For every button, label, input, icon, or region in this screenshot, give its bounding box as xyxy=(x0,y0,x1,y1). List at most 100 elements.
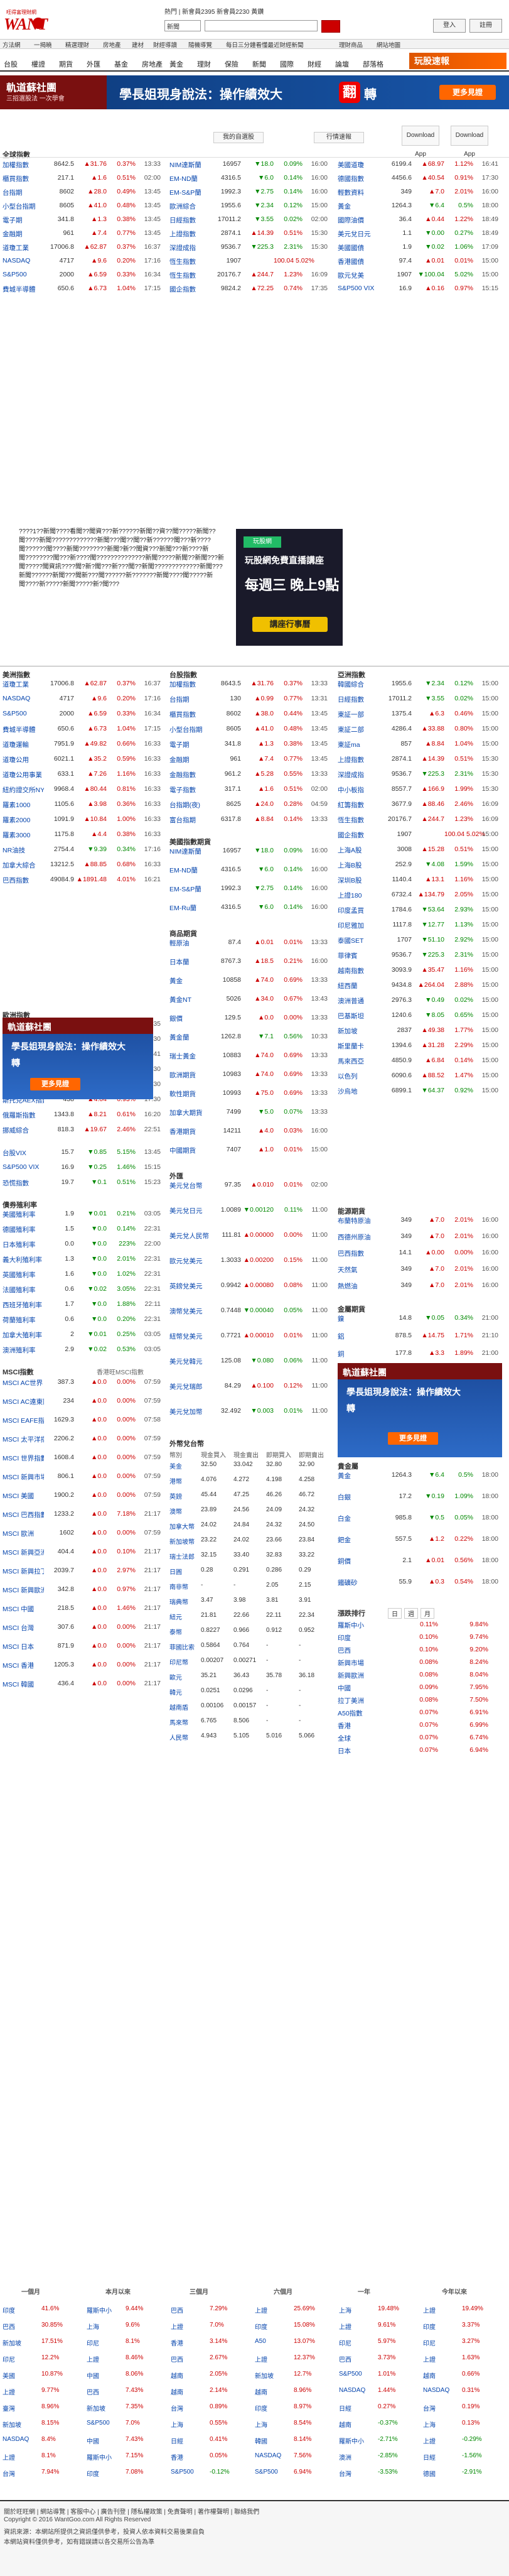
quote-row[interactable]: 巴西指數 14.1 ▲0.00 0.00% 16:00 xyxy=(338,1249,505,1258)
quote-row[interactable]: 恐慌指數 19.7 ▼0.1 0.51% 15:23 xyxy=(3,1178,163,1187)
quote-name[interactable]: 中小板指 xyxy=(338,786,364,794)
quote-name[interactable]: 道瓊運輸 xyxy=(3,741,29,749)
ranking-table-name[interactable]: 台灣 xyxy=(3,2471,15,2478)
quote-row[interactable]: 挪威綜合 818.3 ▲19.67 2.46% 22:51 xyxy=(3,1126,163,1134)
quote-name[interactable]: 澳洲普通 xyxy=(338,997,364,1005)
ranking-table-name[interactable]: 上證 xyxy=(423,2438,436,2445)
quote-row[interactable]: 英鎊兌美元 0.9942 ▲0.00080 0.08% 11:00 xyxy=(169,1281,330,1290)
category-nav-item[interactable]: 基金 xyxy=(114,61,128,68)
quote-name[interactable]: 黃金 xyxy=(169,977,183,985)
topnav-item[interactable]: 精選理財 xyxy=(65,42,90,49)
quote-row[interactable]: 櫃買指數 8602 ▲38.0 0.44% 13:45 xyxy=(169,710,330,719)
quote-name[interactable]: 歐元兌美元 xyxy=(169,1258,203,1265)
quote-row[interactable]: MSCI 世界指數 1608.4 ▲0.0 0.00% 07:59 xyxy=(3,1454,163,1462)
quote-name[interactable]: 櫃買指數 xyxy=(169,711,196,719)
ranking-table-name[interactable]: 臺灣 xyxy=(3,2406,15,2413)
ranking-table-name[interactable]: 羅斯中小 xyxy=(339,2438,364,2445)
search-category-select[interactable]: 新聞 xyxy=(164,20,201,31)
quote-row[interactable]: 美國殖利率 1.9 ▼0.01 0.21% 03:05 xyxy=(3,1210,163,1219)
quote-row[interactable]: 恆生指數 1907 100.04 5.02% xyxy=(169,257,330,266)
quote-name[interactable]: 美元兌加幣 xyxy=(169,1408,203,1416)
ranking-table-name[interactable]: S&P500 xyxy=(255,2469,278,2475)
quote-name[interactable]: 菲律賓 xyxy=(338,952,358,960)
quote-row[interactable]: 熱燃油 349 ▲7.0 2.01% 16:00 xyxy=(338,1281,505,1290)
quote-name[interactable]: 銅 xyxy=(338,1350,345,1358)
quote-name[interactable]: 加拿大綜合 xyxy=(3,862,36,869)
quote-name[interactable]: 小型台指期 xyxy=(3,203,36,210)
ranking-table-name[interactable]: 上海 xyxy=(255,2422,267,2429)
quote-row[interactable]: 櫃買指數 217.1 ▲1.6 0.51% 02:00 xyxy=(3,174,163,183)
quote-row[interactable]: 鋁 878.5 ▲14.75 1.71% 21:10 xyxy=(338,1332,505,1340)
quote-name[interactable]: 銀價 xyxy=(169,1015,183,1023)
quote-row[interactable]: 布蘭特原油 349 ▲7.0 2.01% 16:00 xyxy=(338,1216,505,1225)
quote-name[interactable]: S&P500 xyxy=(3,710,27,717)
quote-row[interactable]: 台股VIX 15.7 ▼0.85 5.15% 13:45 xyxy=(3,1148,163,1157)
quote-name[interactable]: MSCI 巴西指數 xyxy=(3,1511,44,1519)
quote-name[interactable]: 恆生指數 xyxy=(338,817,364,824)
quote-name[interactable]: MSCI 韓國 xyxy=(3,1681,35,1688)
rank-tab[interactable]: 週 xyxy=(404,1608,418,1619)
quote-name[interactable]: 羅素3000 xyxy=(3,832,31,839)
rank-row[interactable]: 拉丁美洲 0.08% 7.50% xyxy=(338,1696,505,1705)
quote-row[interactable]: 加拿大期貨 7499 ▼5.0 0.07% 13:33 xyxy=(169,1108,330,1117)
ranking-table-name[interactable]: 上證 xyxy=(255,2357,267,2364)
ranking-table-name[interactable]: 上證 xyxy=(3,2455,15,2462)
rank-row[interactable]: 香港 0.07% 6.99% xyxy=(338,1721,505,1730)
rank-row[interactable]: 印度 0.10% 9.74% xyxy=(338,1633,505,1642)
quote-name[interactable]: 上證180 xyxy=(338,892,362,899)
ranking-table-name[interactable]: 美國 xyxy=(3,2373,15,2380)
quote-row[interactable]: 德國指數 4456.6 ▲40.54 0.91% 17:30 xyxy=(338,174,505,183)
quote-name[interactable]: MSCI AC遠東除日本 xyxy=(3,1398,44,1406)
quote-name[interactable]: 羅素1000 xyxy=(3,802,31,809)
quote-name[interactable]: 東証二部 xyxy=(338,726,364,734)
quote-name[interactable]: 紐幣兌美元 xyxy=(169,1333,203,1340)
quote-row[interactable]: MSCI 歐洲 1602 ▲0.0 0.00% 07:59 xyxy=(3,1529,163,1538)
ranking-table-name[interactable]: NASDAQ xyxy=(3,2436,29,2443)
quote-row[interactable]: NR油技 2754.4 ▼9.39 0.34% 17:16 xyxy=(3,845,163,854)
quote-row[interactable]: 美元兌加幣 32.492 ▼0.003 0.01% 11:00 xyxy=(169,1407,330,1416)
quote-name[interactable]: 小型台指期 xyxy=(169,726,203,734)
quote-name[interactable]: 西德州原油 xyxy=(338,1234,371,1241)
quote-row[interactable]: 印尼雅加 1117.8 ▼12.77 1.13% 15:00 xyxy=(338,921,505,930)
quote-row[interactable]: 日經指數 17011.2 ▼3.55 0.02% 15:00 xyxy=(338,695,505,704)
quote-name[interactable]: 上海B股 xyxy=(338,862,362,869)
quote-name[interactable]: 輕原油 xyxy=(169,940,190,947)
quote-row[interactable]: 小型台指期 8605 ▲41.0 0.48% 13:45 xyxy=(3,202,163,210)
quote-name[interactable]: 電子期 xyxy=(3,217,23,224)
topnav-item[interactable]: 每日三分鐘看懂最近財經新聞 xyxy=(226,42,304,49)
quote-name[interactable]: 上證指數 xyxy=(338,756,364,764)
quote-name[interactable]: MSCI 中國 xyxy=(3,1606,35,1613)
ranking-table-name[interactable]: 上證 xyxy=(171,2324,183,2331)
ranking-table-name[interactable]: 印尼 xyxy=(87,2340,99,2347)
quote-name[interactable]: 道瓊公用 xyxy=(3,756,29,764)
quote-row[interactable]: 斯里蘭卡 1394.6 ▲31.28 2.29% 15:00 xyxy=(338,1041,505,1050)
quote-row[interactable]: 印度孟買 1784.6 ▼53.64 2.93% 15:00 xyxy=(338,906,505,915)
quote-row[interactable]: S&P500 2000 ▲6.59 0.33% 16:34 xyxy=(3,710,163,719)
quote-name[interactable]: 布蘭特原油 xyxy=(338,1217,371,1225)
ranking-table-name[interactable]: 巴西 xyxy=(171,2308,183,2315)
quote-name[interactable]: 加拿大期貨 xyxy=(169,1109,203,1117)
quote-name[interactable]: MSCI 美國 xyxy=(3,1492,35,1500)
rank-name[interactable]: 香港 xyxy=(338,1722,351,1730)
ad-cta-button[interactable]: 講座行事曆 xyxy=(252,617,328,632)
quote-row[interactable]: NIM達斯蘭 16957 ▼18.0 0.09% 16:00 xyxy=(169,160,330,169)
ranking-table-name[interactable]: 日經 xyxy=(423,2455,436,2462)
topnav-item[interactable]: 網站地圖 xyxy=(377,42,401,49)
my-watchlist-button[interactable]: 我的自選股 xyxy=(213,132,264,143)
rank-row[interactable]: 新興市場 0.08% 8.24% xyxy=(338,1658,505,1667)
quote-name[interactable]: 紐約證交所NYSE xyxy=(3,786,44,794)
side-ad-left[interactable]: 軌道蘇社團 學長姐現身說法：操作績效大 轉 更多見證 xyxy=(3,1018,153,1099)
category-nav-item[interactable]: 權證 xyxy=(31,61,45,68)
quote-name[interactable]: MSCI 香港 xyxy=(3,1662,35,1670)
quote-name[interactable]: 櫃買指數 xyxy=(3,175,29,183)
quote-row[interactable]: MSCI 巴西指數 1233.2 ▲0.0 7.18% 21:17 xyxy=(3,1510,163,1519)
ranking-table-name[interactable]: 澳洲 xyxy=(339,2455,351,2462)
quote-row[interactable]: 金融指數 961.2 ▲5.28 0.55% 13:33 xyxy=(169,770,330,779)
rank-tab[interactable]: 月 xyxy=(421,1608,434,1619)
quote-row[interactable]: 道瓊公用事業 633.1 ▲7.26 1.16% 16:33 xyxy=(3,770,163,779)
quote-row[interactable]: 道瓊公用 6021.1 ▲35.2 0.59% 16:33 xyxy=(3,755,163,764)
ranking-table-name[interactable]: NASDAQ xyxy=(423,2387,450,2394)
ranking-table-name[interactable]: 巴西 xyxy=(339,2357,351,2364)
ranking-table-name[interactable]: 印尼 xyxy=(423,2340,436,2347)
category-nav-item[interactable]: 新聞 xyxy=(252,61,266,68)
